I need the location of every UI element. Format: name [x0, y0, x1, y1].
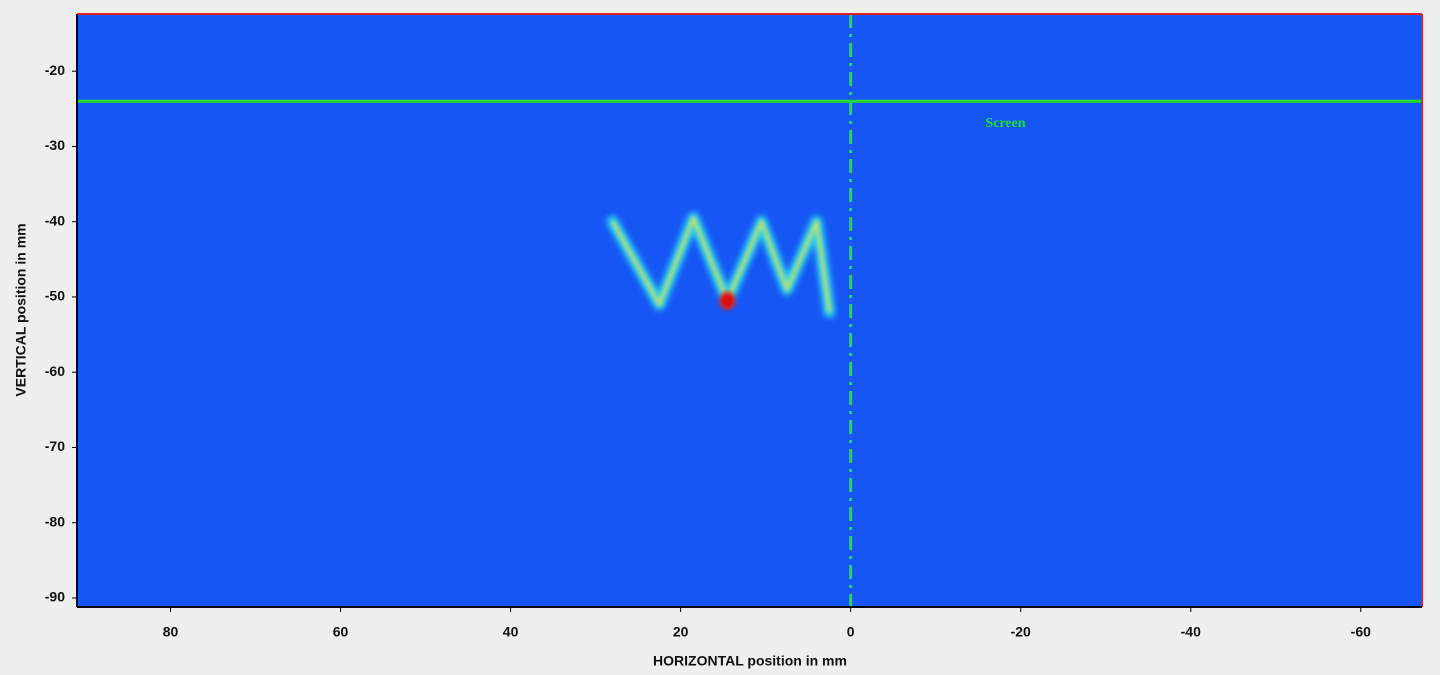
y-axis-label: VERTICAL position in mm — [13, 223, 29, 396]
y-tick-label: -50 — [45, 288, 65, 304]
x-tick-label: 40 — [503, 624, 519, 640]
beam-hotspot — [719, 291, 736, 310]
y-tick-label: -70 — [45, 438, 65, 454]
x-tick-label: 0 — [847, 624, 855, 640]
y-tick-label: -60 — [45, 363, 65, 379]
plot-area — [77, 14, 1422, 607]
x-tick-label: -20 — [1011, 624, 1031, 640]
annotation: Screen — [985, 116, 1025, 131]
y-tick-label: -80 — [45, 513, 65, 529]
x-tick-label: 60 — [333, 624, 349, 640]
y-tick-label: -20 — [45, 62, 65, 78]
x-tick-label: -40 — [1181, 624, 1201, 640]
y-tick-label: -30 — [45, 137, 65, 153]
x-tick-label: 20 — [673, 624, 689, 640]
x-tick-label: -60 — [1351, 624, 1371, 640]
y-tick-label: -90 — [45, 589, 65, 605]
y-tick-label: -40 — [45, 212, 65, 228]
x-axis-label: HORIZONTAL position in mm — [653, 653, 847, 669]
x-tick-label: 80 — [163, 624, 179, 640]
beam-core — [610, 215, 832, 313]
